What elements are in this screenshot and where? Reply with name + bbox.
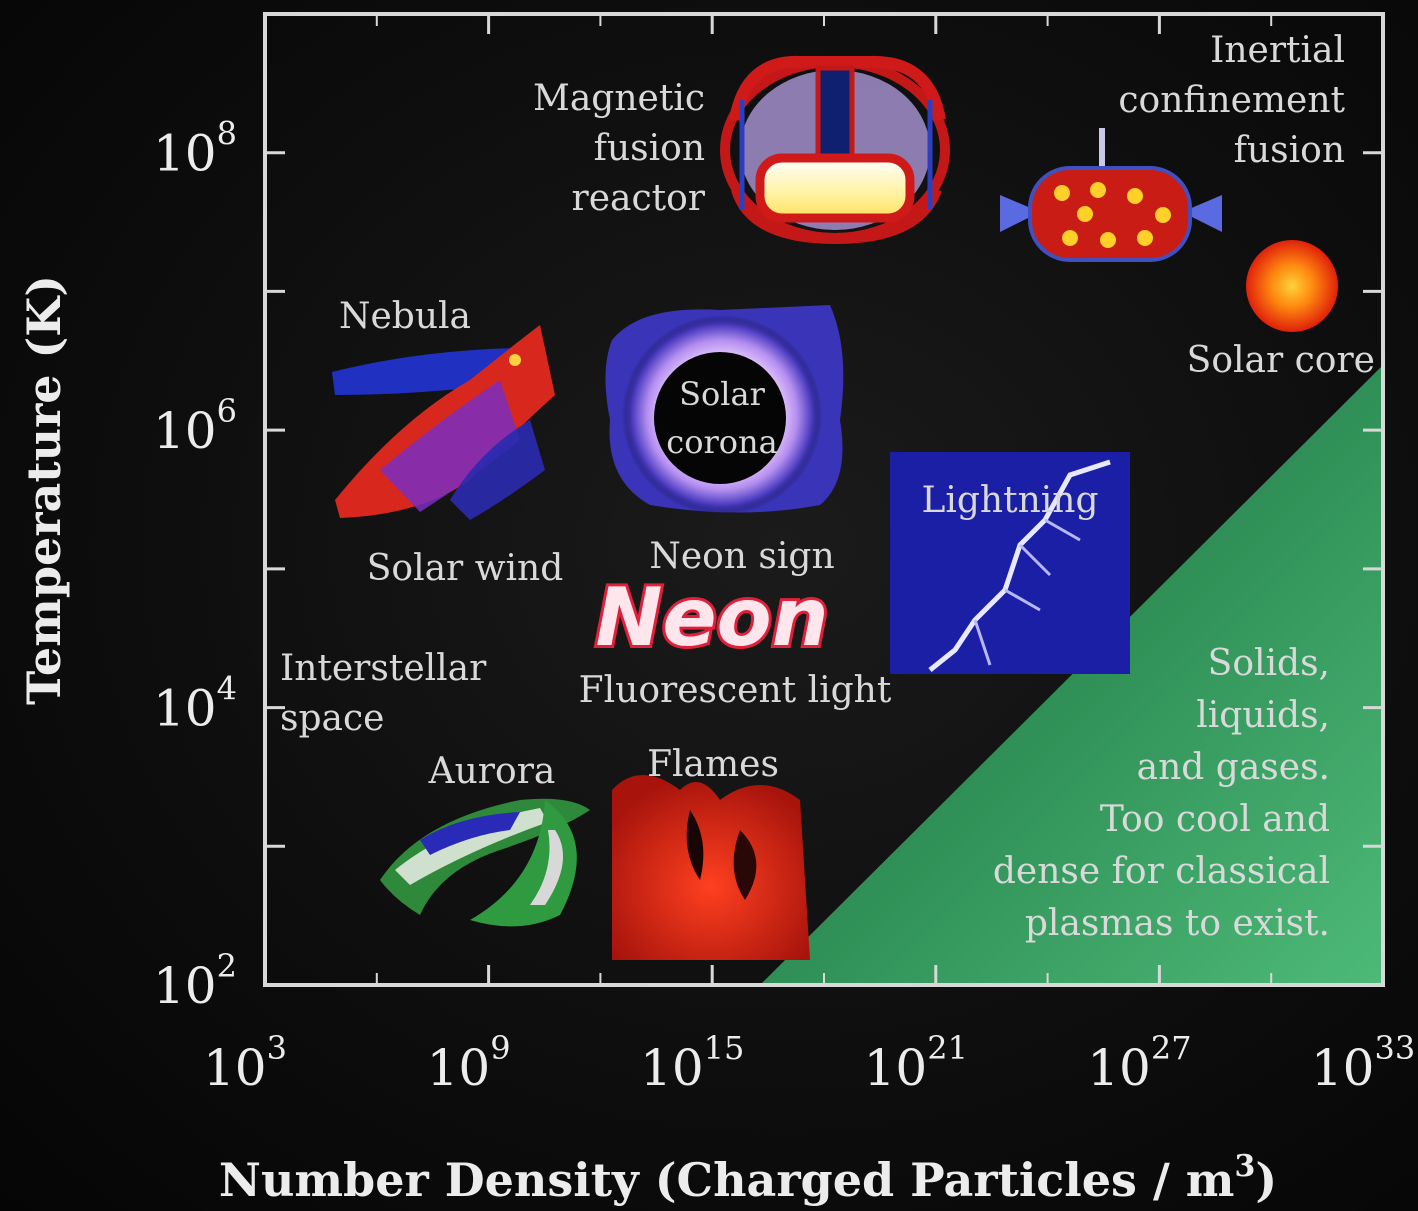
aurora-label: Aurora (428, 751, 556, 792)
y-tick-label: 106 (153, 392, 237, 460)
nebula-label: Nebula (339, 296, 471, 337)
y-tick-label: 102 (153, 947, 237, 1015)
lightning-label: Lightning (921, 480, 1098, 521)
neon-icon-text: Neon (595, 571, 828, 664)
x-tick-label: 1027 (1087, 1029, 1191, 1097)
x-axis-title: Number Density (Charged Particles / m3) (219, 1149, 1277, 1207)
region-labels: Magnetic fusion reactor Inertial confinement… (280, 30, 1375, 944)
neon-sign-label: Neon sign (649, 536, 834, 577)
flame-icon (612, 775, 810, 960)
sun-core-icon (1246, 240, 1338, 332)
x-tick-label: 1015 (640, 1029, 744, 1097)
nebula-icon (332, 325, 555, 520)
x-tick-labels: 103 109 1015 1021 1027 1033 (203, 1029, 1415, 1097)
fluorescent-light-label: Fluorescent light (579, 670, 892, 711)
fusion-capsule-icon (1000, 128, 1222, 262)
aurora-icon (380, 798, 590, 927)
corona-icon (605, 305, 844, 515)
axis-ticks (263, 12, 1385, 987)
x-tick-label: 109 (427, 1029, 511, 1097)
solids-liquids-gases-label: Solids, liquids, and gases. Too cool and den… (993, 643, 1330, 944)
neon-icon: Neon (592, 568, 831, 667)
tokamak-icon (720, 55, 950, 245)
x-tick-label: 1033 (1311, 1029, 1415, 1097)
x-tick-label: 1021 (864, 1029, 968, 1097)
x-tick-label: 103 (203, 1029, 287, 1097)
interstellar-space-label: Interstellar space (280, 648, 487, 739)
magnetic-fusion-reactor-label: Magnetic fusion reactor (533, 78, 706, 219)
inertial-confinement-fusion-label: Inertial confinement fusion (1118, 30, 1345, 171)
flames-label: Flames (647, 744, 779, 785)
y-tick-label: 104 (153, 670, 237, 738)
y-tick-label: 108 (153, 115, 237, 183)
y-axis-title: Temperature (K) (17, 275, 71, 705)
solar-core-label: Solar core (1187, 340, 1375, 381)
y-tick-labels: 102 104 106 108 (153, 115, 237, 1015)
solar-wind-label: Solar wind (367, 548, 564, 589)
solar-corona-label: Solar corona (666, 375, 777, 461)
lightning-icon (890, 452, 1130, 674)
non-plasma-region (760, 365, 1383, 985)
